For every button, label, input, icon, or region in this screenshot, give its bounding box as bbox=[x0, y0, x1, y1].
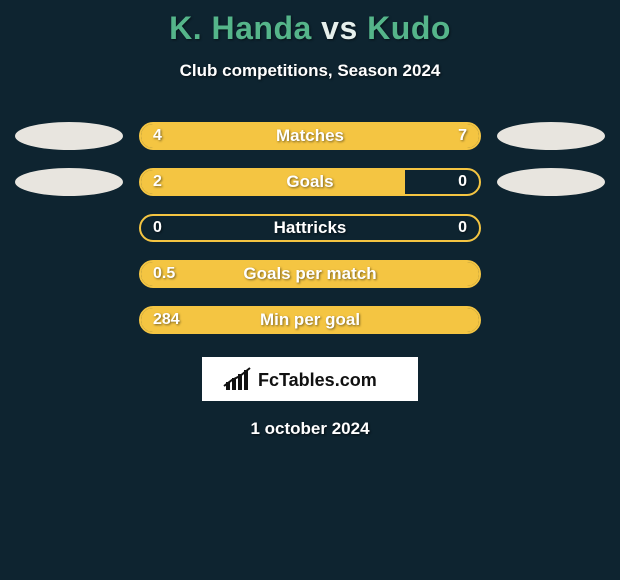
bar-fill-left bbox=[141, 308, 479, 332]
brand-badge: FcTables.com bbox=[202, 357, 418, 401]
stat-row: Hattricks0 0 bbox=[0, 205, 620, 251]
stat-value-right: 0 bbox=[446, 170, 479, 194]
page-title: K. Handa vs Kudo bbox=[0, 0, 620, 47]
stat-value-right: 0 bbox=[446, 216, 479, 240]
stat-bar: Min per goal284 bbox=[139, 306, 481, 334]
date-line: 1 october 2024 bbox=[0, 419, 620, 439]
stat-row: Min per goal284 bbox=[0, 297, 620, 343]
stat-label: Hattricks bbox=[141, 216, 479, 240]
stat-bar: Goals20 bbox=[139, 168, 481, 196]
brand-text: FcTables.com bbox=[258, 370, 377, 390]
stat-row: Goals20 bbox=[0, 159, 620, 205]
player1-name: K. Handa bbox=[169, 10, 312, 46]
stat-bar: Hattricks0 0 bbox=[139, 214, 481, 242]
player1-badge bbox=[15, 122, 123, 150]
vs-text: vs bbox=[321, 10, 358, 46]
player2-name: Kudo bbox=[367, 10, 451, 46]
comparison-chart: Matches47Goals20Hattricks00Goals per mat… bbox=[0, 113, 620, 343]
stat-value-left: 0 bbox=[141, 216, 174, 240]
subtitle: Club competitions, Season 2024 bbox=[0, 61, 620, 81]
player1-badge bbox=[15, 168, 123, 196]
stat-bar: Goals per match0.5 bbox=[139, 260, 481, 288]
bar-fill-left bbox=[141, 262, 479, 286]
fctables-logo-icon: FcTables.com bbox=[220, 364, 400, 394]
bar-fill-left bbox=[141, 124, 263, 148]
stat-bar: Matches47 bbox=[139, 122, 481, 150]
stat-row: Goals per match0.5 bbox=[0, 251, 620, 297]
bar-fill-right bbox=[263, 124, 479, 148]
stat-row: Matches47 bbox=[0, 113, 620, 159]
player2-badge bbox=[497, 168, 605, 196]
player2-badge bbox=[497, 122, 605, 150]
bar-fill-left bbox=[141, 170, 405, 194]
